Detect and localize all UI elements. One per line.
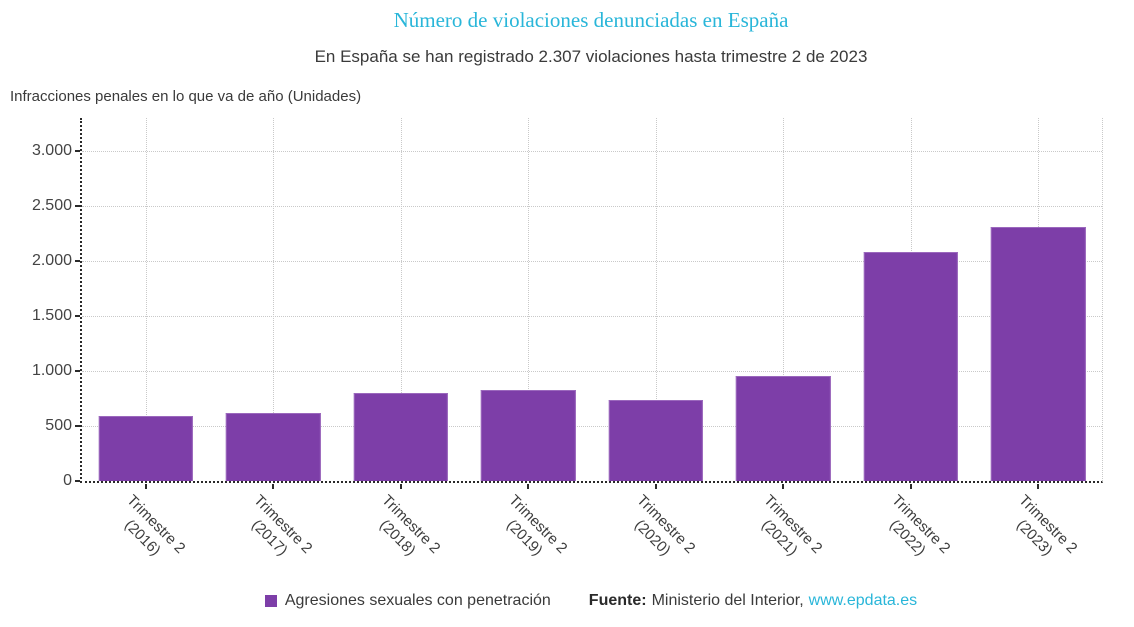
y-gridline (82, 371, 1102, 372)
bar-2023 (991, 227, 1086, 481)
legend-swatch-icon (264, 595, 277, 607)
x-axis-tick (144, 484, 147, 489)
y-axis-tick (75, 480, 80, 482)
x-axis-tick (272, 484, 275, 489)
legend-label: Agresiones sexuales con penetración (284, 592, 551, 609)
x-tick-label: Trimestre 2 (2020) (630, 491, 699, 560)
source-text: Ministerio del Interior, (651, 592, 804, 609)
bar-2020 (608, 400, 703, 481)
y-axis-title: Infracciones penales en lo que va de año… (10, 88, 362, 105)
category-slot (210, 118, 338, 481)
category-slot (975, 118, 1103, 481)
chart-title: Número de violaciones denunciadas en Esp… (393, 8, 789, 32)
x-axis-tick (909, 484, 912, 489)
bar-slots (82, 118, 1102, 481)
x-tick-label: Trimestre 2 (2017) (248, 491, 316, 560)
y-axis-tick (75, 260, 80, 262)
y-axis-tick (75, 150, 80, 152)
category-slot (847, 118, 975, 481)
chart-subtitle: En España se han registrado 2.307 violac… (314, 47, 868, 66)
y-axis-tick (75, 315, 80, 317)
y-axis-tick (75, 425, 80, 427)
y-tick-label: 3.000 (31, 142, 72, 159)
y-tick-label: 1.000 (31, 362, 72, 379)
category-slot (465, 118, 593, 481)
x-tick-label: Trimestre 2 (2018) (375, 491, 444, 560)
y-tick-label: 500 (45, 417, 72, 434)
category-slot (720, 118, 848, 481)
y-gridline (82, 316, 1102, 317)
bar-2017 (226, 413, 321, 481)
x-tick-label: Trimestre 2 (2021) (758, 491, 826, 560)
chart-footer: Agresiones sexuales con penetración Fuen… (80, 592, 1102, 610)
x-axis-tick-labels: Trimestre 2 (2016) Trimestre 2 (2017) Trimes… (80, 483, 1100, 583)
x-axis-tick (654, 484, 657, 489)
source-link[interactable]: www.epdata.es (808, 592, 918, 609)
y-gridline (82, 426, 1102, 427)
y-tick-label: 0 (63, 472, 72, 489)
y-gridline (82, 261, 1102, 262)
x-tick-label: Trimestre 2 (2023) (1013, 491, 1081, 560)
bar-2022 (863, 252, 958, 481)
x-axis-tick (1037, 484, 1040, 489)
x-tick-label: Trimestre 2 (2016) (120, 491, 189, 560)
legend-item: Agresiones sexuales con penetración (264, 592, 551, 610)
category-slot (592, 118, 720, 481)
bar-2021 (736, 375, 831, 481)
bar-2019 (481, 390, 576, 481)
bar-2018 (353, 393, 448, 481)
category-slot (82, 118, 210, 481)
x-axis-tick (782, 484, 785, 489)
category-slot (337, 118, 465, 481)
y-axis-tick-labels: 0 500 1.000 1.500 2.000 2.500 3.000 (0, 118, 72, 489)
y-axis-tick (75, 205, 80, 207)
y-gridline (82, 206, 1102, 207)
plot-area (75, 118, 1103, 489)
y-gridline (82, 151, 1102, 152)
source-label: Fuente: (588, 592, 647, 609)
y-axis-tick (75, 370, 80, 372)
x-tick-label: Trimestre 2 (2022) (885, 491, 954, 560)
y-tick-label: 2.000 (31, 252, 72, 269)
source-attribution: Fuente: Ministerio del Interior, www.epd… (589, 592, 917, 610)
y-tick-label: 2.500 (31, 197, 72, 214)
x-axis-tick (399, 484, 402, 489)
y-tick-label: 1.500 (31, 307, 72, 324)
x-axis-tick (527, 484, 530, 489)
bar-2016 (98, 416, 193, 481)
x-tick-label: Trimestre 2 (2019) (503, 491, 571, 560)
